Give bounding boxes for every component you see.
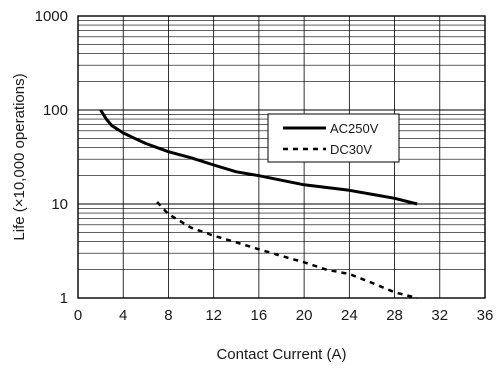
plot-frame	[77, 15, 486, 299]
x-tick-label: 4	[119, 307, 127, 324]
series-line-dc30v	[156, 201, 418, 300]
x-tick-label: 36	[477, 307, 494, 324]
series-layer	[99, 109, 418, 300]
x-tick-label: 24	[341, 307, 358, 324]
y-tick-label: 1	[60, 290, 68, 307]
x-axis-title: Contact Current (A)	[216, 346, 346, 363]
x-tick-label: 8	[164, 307, 172, 324]
legend-box	[267, 113, 400, 163]
legend: AC250V DC30V	[267, 113, 400, 163]
x-tick-label: 12	[205, 307, 222, 324]
y-axis-title: Life (×10,000 operations)	[11, 73, 28, 240]
x-tick-label: 20	[296, 307, 313, 324]
y-tick-label: 1000	[35, 8, 68, 25]
x-tick-labels: 0 4 8 12 16 20 24 28 32 36	[74, 307, 494, 324]
x-tick-label: 28	[386, 307, 403, 324]
legend-label-dc30v: DC30V	[330, 142, 372, 157]
series-line-ac250v	[99, 109, 418, 206]
legend-label-ac250v: AC250V	[330, 121, 379, 136]
y-tick-labels: 1 10 100 1000	[35, 8, 68, 307]
x-tick-label: 0	[74, 307, 82, 324]
y-tick-label: 100	[43, 102, 68, 119]
y-tick-label: 10	[51, 196, 68, 213]
x-tick-label: 32	[431, 307, 448, 324]
x-tick-label: 16	[251, 307, 268, 324]
